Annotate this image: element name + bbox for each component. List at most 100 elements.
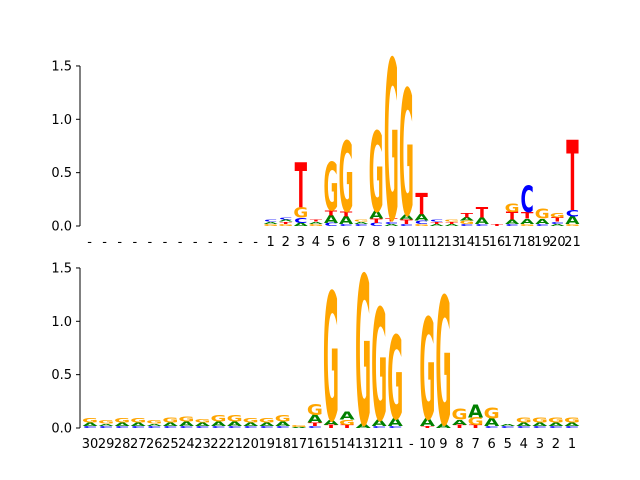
logo-letter-g: G — [564, 416, 580, 424]
logo-letter-c: C — [385, 221, 398, 224]
x-tick-label: 18 — [519, 235, 536, 250]
logo-letter-a: A — [550, 224, 564, 227]
logo-letter-c: C — [195, 425, 209, 428]
logo-letter-g: G — [114, 418, 130, 424]
logo-letter-a: A — [484, 417, 499, 429]
logo-letter-t: T — [295, 150, 307, 222]
logo-letter-a: A — [500, 423, 515, 426]
x-tick-label: 6 — [488, 437, 496, 452]
logo-letter-c: C — [294, 216, 307, 224]
y-tick-label: 1.5 — [51, 261, 72, 276]
logo-letter-c: C — [536, 224, 549, 227]
x-tick-label: 7 — [357, 235, 365, 250]
logo-letter-g: G — [565, 224, 580, 227]
logo-letter-c: C — [460, 224, 473, 227]
logo-letter-g: G — [355, 235, 371, 473]
logo-letter-c: C — [324, 222, 337, 227]
x-tick-label: 20 — [242, 437, 259, 452]
x-tick-label: 13 — [355, 437, 372, 452]
logo-letter-c: C — [484, 425, 498, 428]
logo-letter-g: G — [263, 224, 278, 227]
logo-letter-c: C — [355, 224, 368, 227]
logo-letter-c: C — [115, 425, 129, 428]
logo-letter-a: A — [179, 421, 195, 427]
logo-letter-g: G — [371, 276, 387, 456]
x-tick-label: 7 — [471, 437, 479, 452]
logo-letter-c: C — [244, 425, 258, 428]
x-tick-label: 2 — [552, 437, 560, 452]
logo-letter-t: T — [446, 221, 459, 224]
logo-letter-g: G — [82, 418, 98, 424]
logo-letter-g: G — [211, 413, 227, 423]
logo-letter-g: G — [178, 415, 194, 423]
logo-letter-c: C — [475, 224, 488, 227]
logo-letter-g: G — [535, 206, 550, 222]
logo-letter-c: C — [415, 220, 428, 225]
x-tick-label: 10 — [419, 437, 436, 452]
logo-letter-a: A — [535, 218, 549, 226]
x-tick-label: 19 — [534, 235, 551, 250]
logo-letter-g: G — [324, 150, 339, 226]
y-tick-label: 0.0 — [51, 220, 72, 235]
x-tick-label: - — [178, 235, 183, 250]
logo-letter-c: C — [131, 425, 145, 428]
logo-letter-g: G — [520, 224, 535, 227]
x-tick-label: 28 — [114, 437, 131, 452]
y-tick-label: 0.5 — [51, 368, 72, 383]
logo-letter-c: C — [566, 209, 579, 219]
x-tick-label: - — [87, 235, 92, 250]
logo-letter-t: T — [506, 211, 518, 223]
x-tick-label: 16 — [307, 437, 324, 452]
logo-letter-t: T — [310, 219, 323, 222]
logo-letter-t: T — [551, 217, 564, 224]
logo-letter-a: A — [259, 422, 274, 427]
logo-letter-c: C — [99, 425, 113, 428]
logo-letter-t: T — [370, 218, 383, 225]
logo-letter-t: T — [521, 211, 534, 221]
logo-letter-a: A — [211, 421, 227, 427]
logo-letter-c: C — [565, 425, 579, 428]
logo-letter-g: G — [419, 291, 435, 452]
logo-letter-g: G — [278, 224, 293, 227]
y-tick-label: 0.0 — [51, 422, 72, 437]
logo-letter-a: A — [445, 224, 459, 227]
logo-letter-a: A — [309, 221, 323, 224]
logo-letter-c: C — [533, 425, 547, 428]
logo-letter-a: A — [340, 410, 355, 422]
logo-letter-c: C — [549, 425, 563, 428]
logo-letter-g: G — [387, 314, 403, 446]
x-tick-label: 15 — [474, 235, 491, 250]
logo-letter-c: C — [260, 425, 274, 428]
x-tick-label: 21 — [226, 437, 243, 452]
logo-letter-a: A — [372, 418, 387, 428]
x-tick-label: 6 — [342, 235, 350, 250]
logo-letter-g: G — [414, 224, 429, 227]
x-tick-label: 4 — [520, 437, 528, 452]
logo-letter-a: A — [505, 219, 520, 226]
logo-letter-a: A — [415, 213, 429, 223]
logo-letter-c: C — [276, 425, 290, 428]
logo-letter-g: G — [516, 416, 532, 424]
x-tick-label: 21 — [564, 235, 581, 250]
x-tick-label: 9 — [387, 235, 395, 250]
logo-letter-c: C — [370, 222, 383, 227]
logo-letter-t: T — [415, 187, 428, 222]
x-tick-label: 15 — [323, 437, 340, 452]
logo-letter-t: T — [385, 218, 397, 223]
x-tick-label: - — [409, 437, 414, 452]
logo-letter-a: A — [82, 422, 97, 427]
logo-letter-c: C — [505, 224, 518, 227]
logo-letter-g: G — [532, 416, 548, 424]
x-tick-label: 25 — [162, 437, 179, 452]
logo-letter-t: T — [469, 424, 483, 429]
x-tick-label: - — [102, 235, 107, 250]
x-tick-label: 16 — [489, 235, 506, 250]
y-tick-label: 1.0 — [51, 315, 72, 330]
logo-letter-a: A — [430, 224, 444, 227]
x-tick-label: 13 — [443, 235, 460, 250]
x-tick-label: 1 — [266, 235, 274, 250]
logo-letter-t: T — [324, 424, 338, 429]
logo-letter-a: A — [275, 421, 291, 427]
logo-letter-a: A — [294, 222, 309, 227]
